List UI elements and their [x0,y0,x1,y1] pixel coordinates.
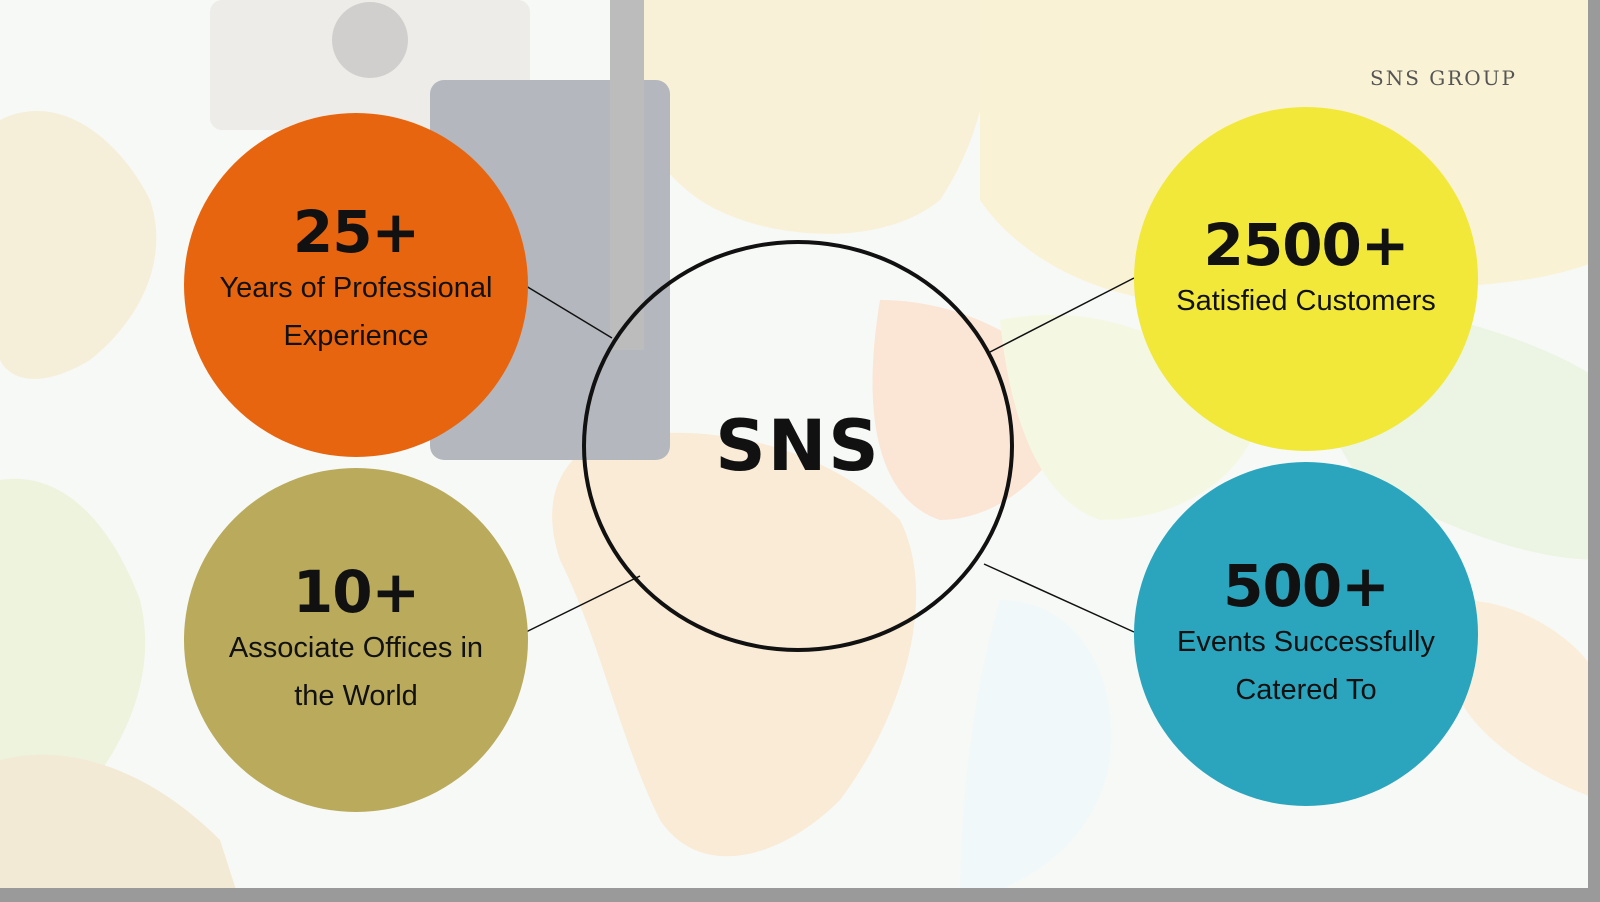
stat-description-line1: Satisfied Customers [1176,285,1436,317]
stat-description-line2: Experience [283,320,429,352]
stat-description-line2: Catered To [1235,674,1377,706]
stat-customers-circle: 2500+ Satisfied Customers [1134,107,1478,451]
stat-description-line1: Associate Offices in [228,632,484,664]
stat-number: 500+ [1223,552,1390,620]
stat-events-circle: 500+ Events Successfully Catered To [1134,462,1478,806]
connector-line [525,285,613,339]
connector-line [525,575,641,633]
brand-text: SNS GROUP [1370,66,1518,90]
center-label: SNS [715,405,881,487]
stat-description-line1: Years of Professional [219,272,493,304]
stat-number: 25+ [292,198,420,266]
connector-line [983,563,1135,633]
center-ring [582,240,1014,652]
stat-number: 2500+ [1203,211,1409,279]
connector-line [989,277,1135,353]
stat-offices-circle: 10+ Associate Offices in the World [184,468,528,812]
stat-description-line2: the World [294,680,418,712]
stat-number: 10+ [292,558,420,626]
stat-years-circle: 25+ Years of Professional Experience [184,113,528,457]
stat-description-line1: Events Successfully [1177,626,1435,658]
